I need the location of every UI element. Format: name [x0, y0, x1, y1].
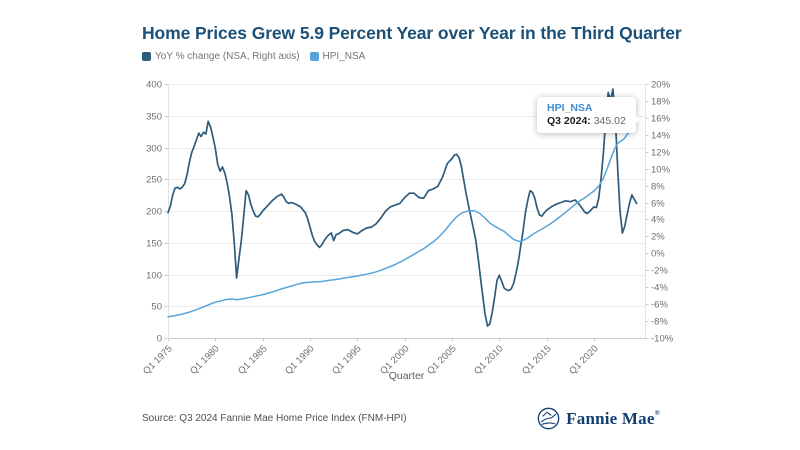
svg-text:16%: 16% [651, 114, 671, 125]
svg-text:-4%: -4% [651, 283, 668, 294]
svg-text:-6%: -6% [651, 300, 668, 311]
legend-label-hpi: HPI_NSA [322, 51, 366, 62]
svg-text:12%: 12% [651, 148, 671, 159]
svg-text:50: 50 [151, 302, 162, 313]
svg-text:-10%: -10% [651, 334, 674, 345]
chart-legend: YoY % change (NSA, Right axis) HPI_NSA [142, 51, 365, 62]
svg-text:400: 400 [146, 80, 162, 91]
svg-text:4%: 4% [651, 215, 665, 226]
fannie-mae-house-icon [537, 407, 560, 430]
fannie-mae-logo: Fannie Mae® [537, 407, 660, 430]
svg-text:200: 200 [146, 207, 162, 218]
svg-text:-2%: -2% [651, 266, 668, 277]
legend-swatch-yoy-icon [142, 52, 151, 61]
svg-text:150: 150 [146, 239, 162, 250]
hpi-nsa-series-line[interactable] [167, 118, 638, 318]
registered-mark: ® [654, 408, 660, 417]
svg-text:14%: 14% [651, 131, 671, 142]
svg-text:18%: 18% [651, 97, 671, 108]
tooltip-value-row: Q3 2024: 345.02 [547, 115, 626, 127]
svg-text:350: 350 [146, 112, 162, 123]
svg-text:0: 0 [157, 334, 162, 345]
tooltip-series-label: HPI_NSA [547, 102, 593, 114]
svg-text:8%: 8% [651, 182, 665, 193]
svg-text:-8%: -8% [651, 317, 668, 328]
yoy-change-series-line[interactable] [167, 88, 638, 327]
svg-text:2%: 2% [651, 232, 665, 243]
tooltip-value: 345.02 [593, 115, 626, 127]
chart-tooltip: HPI_NSA Q3 2024: 345.02 [537, 97, 642, 133]
svg-text:250: 250 [146, 175, 162, 186]
svg-text:0%: 0% [651, 249, 665, 260]
tooltip-period: Q3 2024: [547, 115, 591, 127]
svg-text:20%: 20% [651, 80, 671, 91]
svg-text:300: 300 [146, 144, 162, 155]
svg-text:6%: 6% [651, 199, 665, 210]
svg-text:10%: 10% [651, 165, 671, 176]
legend-item-hpi[interactable]: HPI_NSA [309, 51, 366, 62]
legend-label-yoy: YoY % change (NSA, Right axis) [155, 51, 300, 62]
svg-text:100: 100 [146, 271, 162, 282]
legend-item-yoy[interactable]: YoY % change (NSA, Right axis) [142, 51, 300, 62]
legend-swatch-hpi-icon [309, 52, 319, 61]
source-note: Source: Q3 2024 Fannie Mae Home Price In… [142, 413, 407, 424]
x-axis-title: Quarter [388, 370, 425, 382]
page-title: Home Prices Grew 5.9 Percent Year over Y… [142, 23, 682, 43]
fannie-mae-logo-text: Fannie Mae® [566, 408, 660, 428]
footer: Source: Q3 2024 Fannie Mae Home Price In… [142, 407, 660, 430]
